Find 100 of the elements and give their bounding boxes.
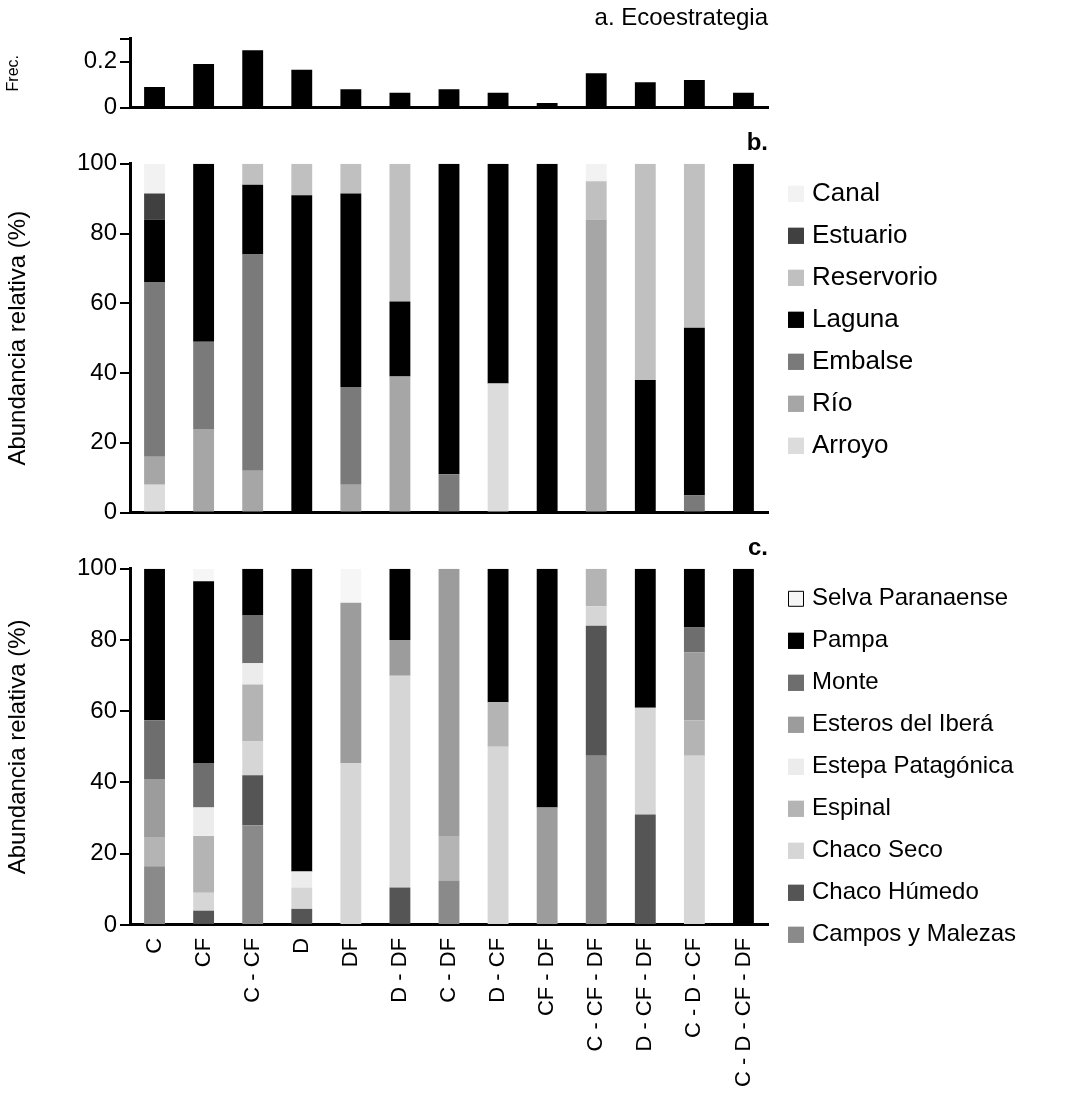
bar (144, 568, 165, 721)
bar (389, 675, 411, 888)
legend-label: Monte (812, 667, 879, 695)
y-tick-label: 40 (90, 357, 117, 385)
x-tick-label: C - CF - DF (582, 937, 608, 1052)
bar (585, 625, 607, 756)
bar (144, 778, 165, 838)
y-tick-label: 80 (90, 218, 117, 246)
x-tick-label: DF (336, 937, 362, 968)
y-tick-label: 20 (90, 838, 117, 866)
bar (242, 184, 264, 255)
legend-label: Esteros del Iberá (812, 709, 995, 737)
bar (193, 568, 215, 582)
bar (536, 568, 558, 808)
bar (340, 484, 362, 512)
legend-label: Pampa (812, 625, 889, 653)
bar (242, 568, 264, 616)
y-tick-label: 100 (76, 148, 117, 176)
bar (193, 807, 215, 836)
bar (487, 746, 509, 924)
y-tick-label: 0.2 (83, 46, 117, 74)
y-tick-label: 0 (103, 92, 117, 120)
x-tick-label: D - CF (484, 937, 510, 1003)
chart-title: c. (747, 533, 768, 561)
x-tick-label: D - DF (385, 937, 411, 1003)
bar (193, 581, 215, 763)
y-tick-label: 0 (103, 909, 117, 937)
x-tick-label: C - D - CF - DF (729, 937, 755, 1088)
y-tick-label: 20 (90, 427, 117, 455)
bar (585, 219, 607, 512)
bar (585, 181, 607, 220)
legend-label: Arroyo (812, 428, 889, 459)
x-tick-label: C - CF (238, 937, 264, 1003)
bar (487, 163, 509, 384)
legend-label: Selva Paranaense (812, 583, 1009, 611)
y-axis-title: Frec. (4, 54, 22, 92)
bar (242, 254, 264, 471)
bar (291, 887, 313, 909)
bar (291, 163, 313, 196)
y-tick-label: 100 (76, 553, 117, 581)
bar (487, 383, 509, 512)
chart-title: a. Ecoestrategia (594, 3, 769, 31)
bar (144, 219, 165, 283)
bar (242, 741, 264, 776)
bar (340, 568, 362, 603)
legend-label: Chaco Húmedo (812, 877, 979, 905)
bar (634, 707, 656, 815)
bar (340, 387, 362, 485)
x-tick-label: D - CF - DF (631, 937, 657, 1052)
bar (683, 720, 705, 756)
bar (242, 163, 264, 185)
bar (144, 866, 165, 924)
bar (340, 762, 362, 924)
bar (585, 163, 607, 182)
bar (193, 341, 215, 429)
legend-label: Canal (812, 176, 880, 207)
x-tick-label: D (287, 937, 313, 954)
bar (585, 568, 607, 607)
bar (144, 837, 165, 867)
chart-title: b. (746, 128, 768, 156)
bar (487, 702, 509, 747)
bar (389, 568, 411, 641)
x-tick-label: C (140, 937, 166, 954)
bar (438, 163, 460, 475)
legend-label: Espinal (812, 793, 891, 821)
bar (144, 282, 165, 457)
bar (683, 755, 705, 924)
bar (242, 615, 264, 664)
bar (144, 720, 165, 779)
bar (193, 892, 215, 911)
bar (291, 568, 313, 872)
bar (438, 880, 460, 924)
bar (291, 871, 313, 888)
bar (438, 835, 460, 881)
bar (683, 627, 705, 653)
bar (389, 887, 411, 924)
bar (683, 327, 705, 496)
y-axis-title: Abundancia relativa (%) (3, 619, 31, 875)
bar (683, 495, 705, 512)
legend-label: Estepa Patagónica (812, 751, 1015, 779)
legend-label: Reservorio (812, 260, 938, 291)
y-tick-label: 40 (90, 767, 117, 795)
bar (634, 814, 656, 924)
y-tick-label: 80 (90, 624, 117, 652)
bar (144, 484, 165, 512)
bar (242, 775, 264, 826)
legend-label: Río (812, 386, 853, 417)
bar (144, 193, 165, 220)
bar (389, 301, 411, 377)
legend-label: Campos y Malezas (812, 919, 1017, 947)
legend-label: Estuario (812, 218, 908, 249)
bar (683, 163, 705, 328)
bar (340, 193, 362, 388)
bar (585, 755, 607, 924)
bar (242, 663, 264, 685)
bar (438, 474, 460, 512)
x-tick-label: CF - DF (533, 937, 559, 1017)
bar (144, 456, 165, 485)
bar (242, 470, 264, 512)
legend-label: Embalse (812, 344, 914, 375)
